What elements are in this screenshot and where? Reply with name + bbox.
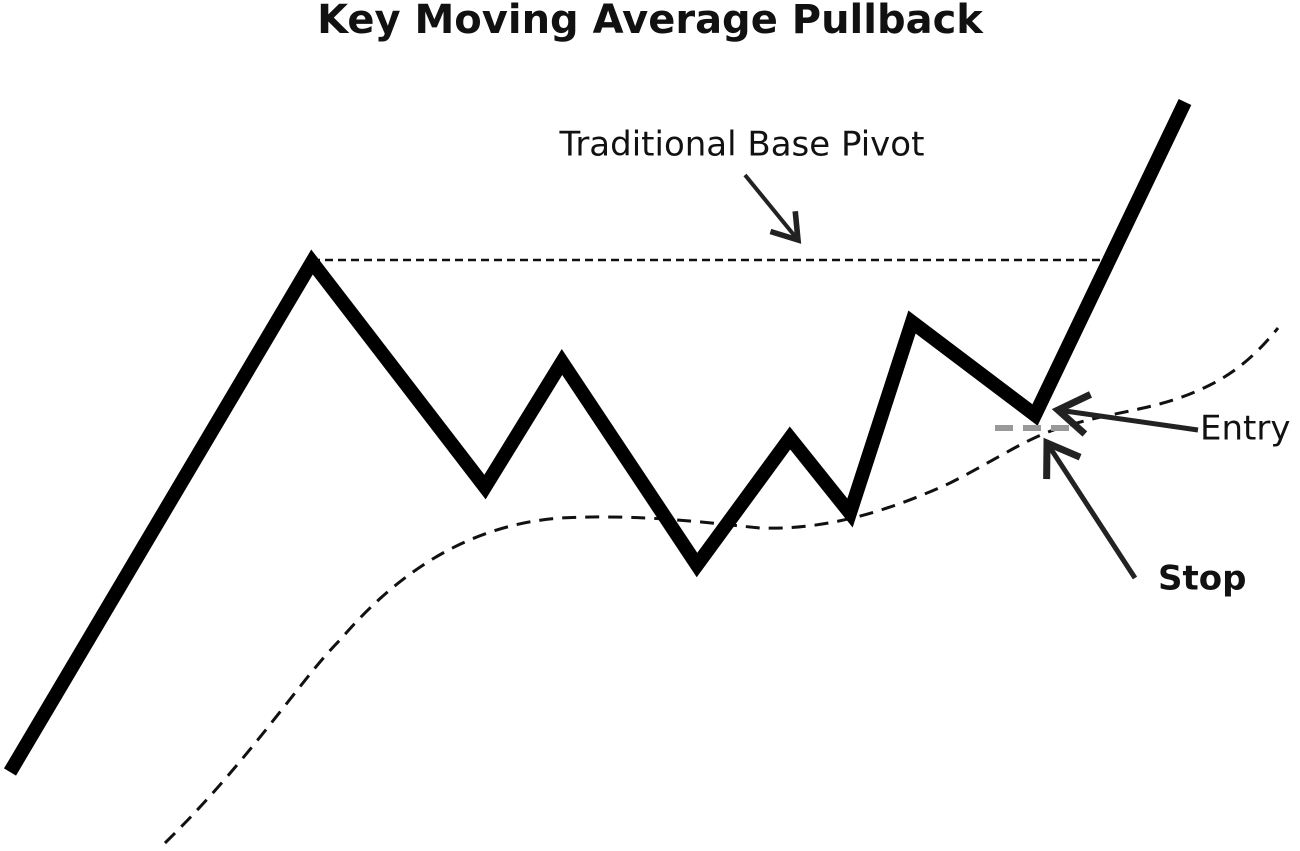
price-line [3,98,1192,776]
pivot-label: Traditional Base Pivot [559,125,925,165]
moving-average [163,327,1280,845]
stop-arrow [1043,437,1138,580]
stop-label: Stop [1158,559,1246,599]
entry-arrow [1051,391,1199,437]
entry-label: Entry [1200,409,1290,449]
pivot-arrow [743,173,802,244]
title: Key Moving Average Pullback [317,0,984,43]
